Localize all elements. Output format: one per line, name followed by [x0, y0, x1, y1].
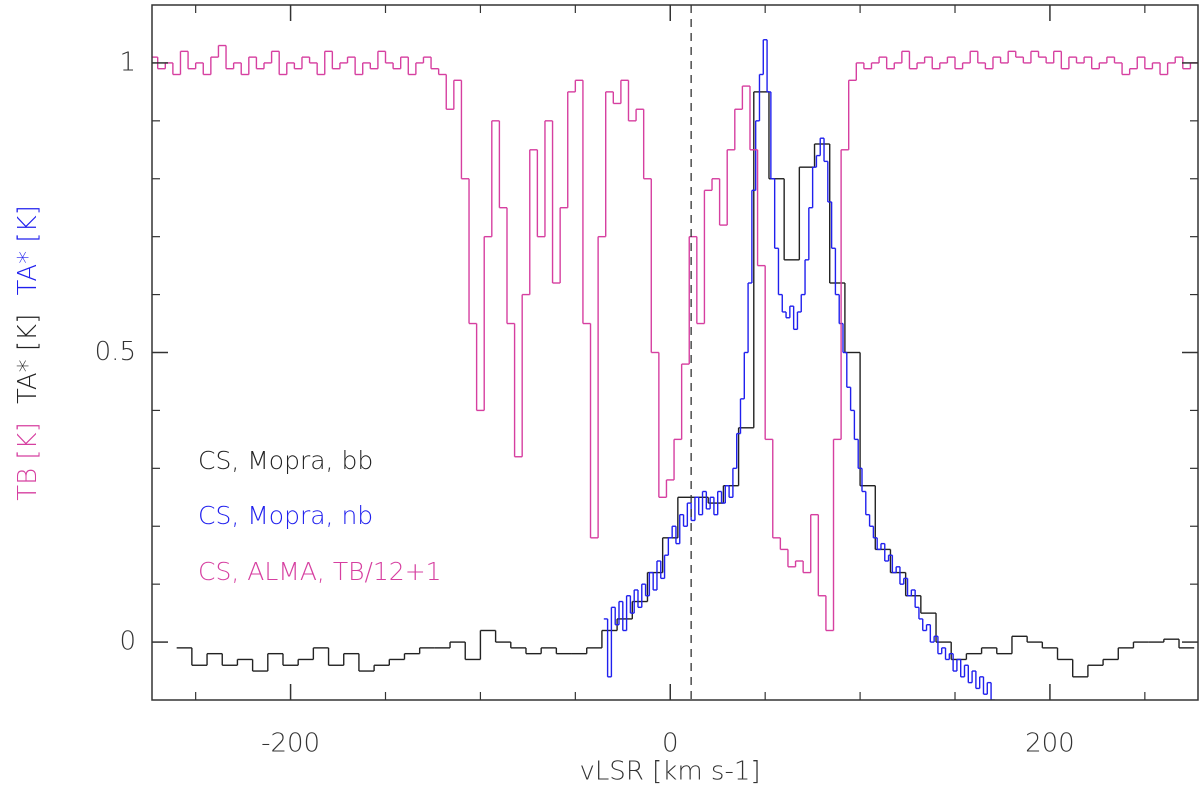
y-tick-label: 0 [119, 627, 136, 657]
y-axis-label-part: TB [K] [13, 422, 43, 501]
x-axis-label: vLSR [km s-1] [579, 757, 760, 787]
plot-frame [151, 4, 1199, 701]
legend-entry: CS, ALMA, TB/12+1 [198, 557, 442, 586]
y-axis-label-part: TA* [K] [13, 205, 43, 295]
y-axis-label: TB [K] TA* [K] TA* [K] [13, 205, 43, 501]
plot-area [152, 39, 1198, 700]
legend-entry: CS, Mopra, nb [198, 501, 373, 530]
series-0 [176, 91, 1195, 678]
series-1 [603, 39, 995, 700]
x-tick-label: 200 [1025, 729, 1075, 759]
y-axis-label-part: TA* [K] [13, 314, 43, 404]
series-2 [152, 44, 1198, 632]
legend-entry: CS, Mopra, bb [198, 446, 373, 475]
y-tick-label: 1 [119, 47, 136, 77]
x-tick-label: 0 [662, 729, 679, 759]
y-tick-label: 0.5 [95, 337, 136, 367]
x-tick-label: -200 [261, 729, 320, 759]
